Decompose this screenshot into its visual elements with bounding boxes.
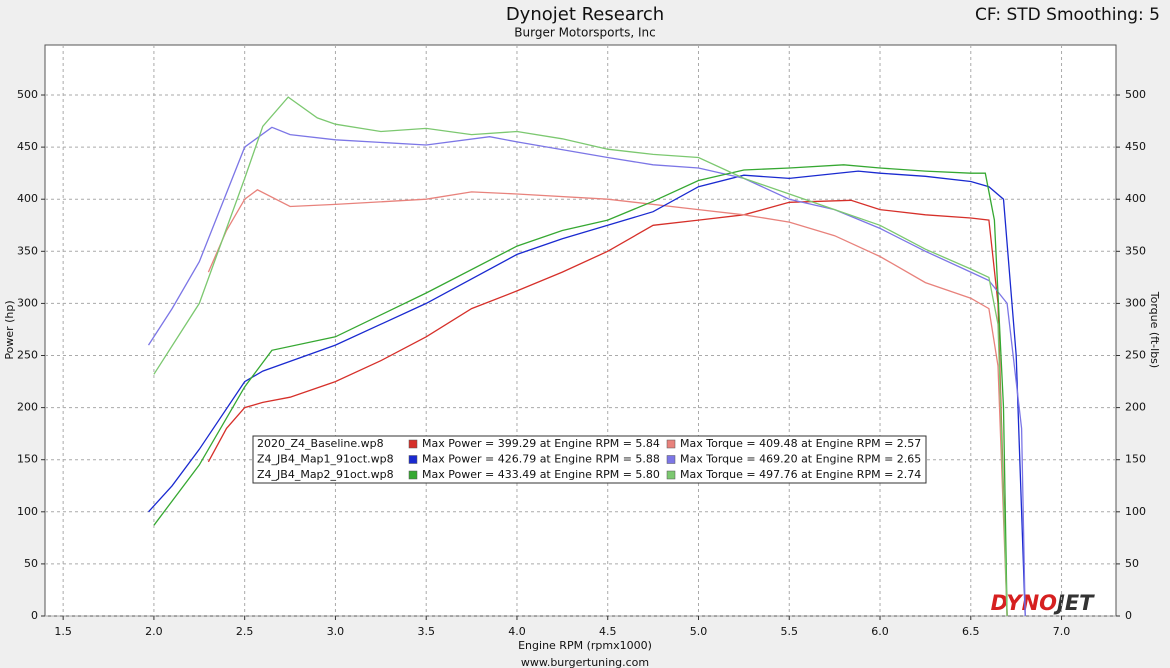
y-tick-label: 400 <box>17 192 38 205</box>
y2-tick-label: 250 <box>1125 349 1146 362</box>
y-axis-label: Power (hp) <box>3 300 16 359</box>
legend: 2020_Z4_Baseline.wp8 Z4_JB4_Map1_91oct.wp… <box>252 435 927 484</box>
settings-label: CF: STD Smoothing: 5 <box>975 5 1160 25</box>
legend-run: 2020_Z4_Baseline.wp8 <box>257 437 384 450</box>
x-tick-label: 3.5 <box>417 625 435 638</box>
series-line <box>147 126 1026 617</box>
plot-area <box>44 44 1117 617</box>
logo-second: JET <box>1053 591 1095 615</box>
series-line <box>148 170 1026 617</box>
x-tick-label: 6.0 <box>871 625 889 638</box>
x-tick-label: 4.0 <box>508 625 526 638</box>
y-tick-label: 300 <box>17 296 38 309</box>
x-tick-label: 2.0 <box>145 625 163 638</box>
y-tick-label: 0 <box>31 609 38 622</box>
y-tick-label: 450 <box>17 140 38 153</box>
x-tick-label: 6.5 <box>962 625 980 638</box>
y2-tick-label: 450 <box>1125 140 1146 153</box>
y2-tick-label: 200 <box>1125 401 1146 414</box>
x-tick-label: 4.5 <box>599 625 617 638</box>
y2-tick-label: 500 <box>1125 88 1146 101</box>
x-tick-label: 5.0 <box>690 625 708 638</box>
legend-marker <box>408 455 418 464</box>
y2-tick-label: 350 <box>1125 244 1146 257</box>
y2-tick-label: 0 <box>1125 609 1132 622</box>
y-tick-label: 250 <box>17 349 38 362</box>
x-tick-label: 5.5 <box>781 625 799 638</box>
legend-label: Max Torque = 409.48 at Engine RPM = 2.57 <box>680 437 921 450</box>
series-line <box>207 189 1008 617</box>
y2-tick-label: 100 <box>1125 505 1146 518</box>
legend-box <box>252 435 927 484</box>
y2-tick-label: 50 <box>1125 557 1139 570</box>
legend-run: Z4_JB4_Map1_91oct.wp8 <box>257 453 394 466</box>
legend-label: Max Power = 426.79 at Engine RPM = 5.88 <box>422 453 660 466</box>
y-tick-label: 350 <box>17 244 38 257</box>
chart-title: Dynojet Research <box>506 4 664 25</box>
y2-tick-label: 300 <box>1125 296 1146 309</box>
series-line <box>153 96 1008 617</box>
legend-marker <box>666 455 676 464</box>
y2-axis-label: Torque (ft-lbs) <box>1148 291 1161 368</box>
x-tick-label: 7.0 <box>1053 625 1071 638</box>
series-line <box>207 199 1008 617</box>
series-line <box>153 164 1008 617</box>
legend-label: Max Torque = 469.20 at Engine RPM = 2.65 <box>680 453 921 466</box>
legend-run: Z4_JB4_Map2_91oct.wp8 <box>257 468 394 481</box>
legend-marker <box>666 439 676 449</box>
y-tick-label: 500 <box>17 88 38 101</box>
y2-tick-label: 150 <box>1125 453 1146 466</box>
x-tick-label: 1.5 <box>54 625 72 638</box>
x-tick-label: 2.5 <box>236 625 254 638</box>
legend-marker <box>408 470 418 480</box>
y-tick-label: 200 <box>17 401 38 414</box>
y-tick-label: 50 <box>24 557 38 570</box>
y-tick-label: 150 <box>17 453 38 466</box>
x-tick-label: 3.0 <box>327 625 345 638</box>
footer: www.burgertuning.com <box>521 656 649 668</box>
x-axis-label: Engine RPM (rpmx1000) <box>518 639 652 652</box>
y-tick-label: 100 <box>17 505 38 518</box>
y2-tick-label: 400 <box>1125 192 1146 205</box>
legend-label: Max Torque = 497.76 at Engine RPM = 2.74 <box>680 468 921 481</box>
legend-label: Max Power = 399.29 at Engine RPM = 5.84 <box>422 437 660 450</box>
legend-marker <box>408 439 418 449</box>
chart-subtitle: Burger Motorsports, Inc <box>514 26 655 40</box>
legend-marker <box>666 470 676 480</box>
legend-label: Max Power = 433.49 at Engine RPM = 5.80 <box>422 468 660 481</box>
